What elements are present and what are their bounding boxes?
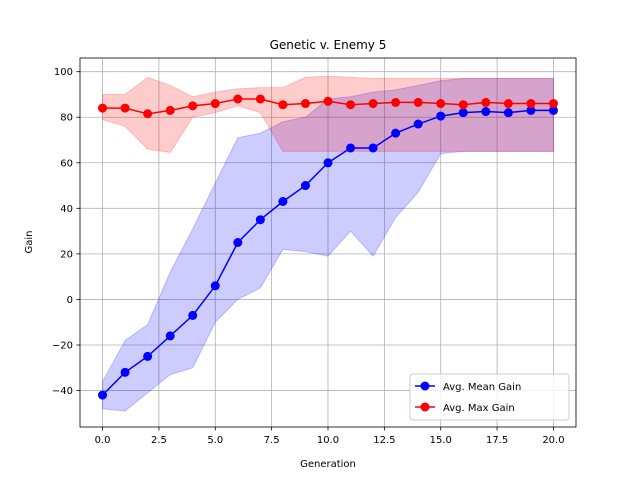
point-series-1 [120, 367, 130, 377]
point-series-2 [120, 103, 130, 113]
point-series-1 [458, 108, 468, 118]
x-tick-label: 0.0 [95, 435, 111, 446]
point-series-2 [413, 97, 423, 107]
point-series-1 [481, 107, 491, 117]
x-axis-ticks: 0.0 2.5 5.0 7.5 10.0 12.5 15.0 17.5 20.0 [95, 427, 565, 446]
y-tick-label: 80 [60, 113, 73, 124]
point-series-1 [323, 158, 333, 168]
point-series-2 [368, 99, 378, 109]
point-series-2 [458, 100, 468, 110]
point-series-2 [210, 99, 220, 109]
point-series-1 [165, 331, 175, 341]
point-series-2 [300, 99, 310, 109]
point-series-1 [346, 143, 356, 153]
point-series-2 [548, 99, 558, 109]
legend: Avg. Mean Gain Avg. Max Gain [409, 373, 570, 421]
x-tick-label: 17.5 [486, 435, 508, 446]
point-series-1 [526, 105, 536, 115]
x-tick-label: 20.0 [542, 435, 564, 446]
band-series-2 [102, 75, 554, 154]
point-series-2 [278, 100, 288, 110]
y-tick-label: 100 [54, 67, 73, 78]
point-series-1 [255, 215, 265, 225]
x-tick-label: 10.0 [317, 435, 339, 446]
y-tick-label: −20 [52, 341, 73, 352]
point-series-2 [436, 99, 446, 109]
y-axis-title: Gain [24, 231, 35, 254]
x-tick-label: 15.0 [430, 435, 452, 446]
point-series-1 [413, 119, 423, 129]
point-series-1 [368, 143, 378, 153]
point-series-1 [233, 238, 243, 247]
legend-marker-max [420, 402, 430, 412]
y-tick-label: −40 [52, 386, 73, 397]
point-series-1 [278, 197, 288, 206]
point-series-1 [391, 128, 401, 138]
point-series-2 [165, 105, 175, 115]
y-tick-label: 60 [60, 158, 73, 169]
point-series-2 [503, 99, 513, 109]
x-axis-title: Generation [300, 459, 356, 470]
y-tick-label: 20 [60, 249, 73, 260]
point-series-1 [503, 108, 513, 118]
point-series-1 [436, 111, 446, 121]
grid [80, 58, 576, 427]
point-series-1 [98, 390, 108, 400]
y-axis-ticks: −40 −20 0 20 40 60 80 100 [52, 67, 80, 397]
point-series-1 [188, 310, 198, 320]
band-series-1 [102, 78, 554, 412]
point-series-1 [143, 351, 153, 361]
legend-label-mean: Avg. Mean Gain [443, 382, 521, 393]
y-tick-label: 40 [60, 204, 73, 215]
point-series-2 [346, 100, 356, 110]
point-series-2 [391, 97, 401, 107]
x-tick-label: 5.0 [207, 435, 223, 446]
point-series-2 [143, 109, 153, 119]
point-series-2 [323, 96, 333, 106]
point-series-1 [210, 281, 220, 291]
point-series-2 [526, 99, 536, 109]
confidence-bands [102, 75, 554, 412]
point-series-2 [188, 101, 198, 111]
point-series-2 [233, 94, 243, 104]
legend-marker-mean [420, 381, 430, 391]
point-series-2 [98, 103, 108, 113]
x-tick-label: 2.5 [151, 435, 167, 446]
point-series-2 [481, 97, 491, 107]
series-markers [98, 94, 558, 400]
chart-title: Genetic v. Enemy 5 [270, 38, 387, 52]
y-tick-label: 0 [67, 295, 73, 306]
point-series-2 [255, 94, 265, 104]
x-tick-label: 7.5 [264, 435, 280, 446]
point-series-1 [548, 105, 558, 115]
point-series-1 [300, 181, 310, 191]
x-tick-label: 12.5 [373, 435, 395, 446]
legend-label-max: Avg. Max Gain [443, 403, 515, 414]
legend-box [409, 373, 570, 421]
